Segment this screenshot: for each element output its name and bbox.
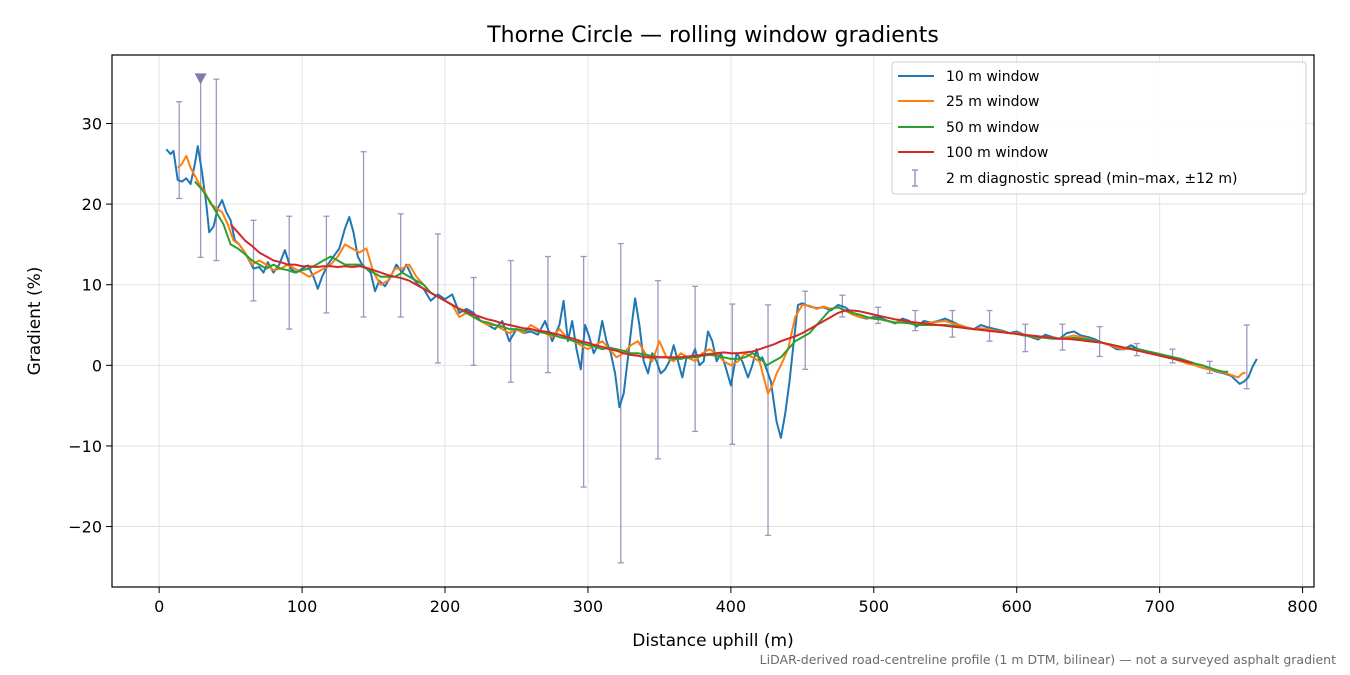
series-line-100-m-window [229, 223, 1193, 364]
legend-label-100m: 100 m window [946, 145, 1048, 161]
error-bar [654, 280, 661, 460]
error-bar [507, 259, 514, 383]
clipped-value-marker [194, 73, 207, 85]
error-bar [397, 213, 404, 318]
error-bar [692, 285, 699, 433]
markers [194, 73, 207, 85]
y-tick-label: 10 [82, 276, 102, 295]
error-bar [360, 151, 367, 318]
legend: 10 m window 25 m window 50 m window 100 … [891, 61, 1307, 195]
y-tick-label: −10 [68, 437, 102, 456]
error-bar [434, 233, 441, 364]
error-bar [580, 255, 587, 488]
y-axis-ticks: −20 −10 0 10 20 30 [68, 115, 112, 537]
x-axis-ticks: 0 100 200 300 400 500 600 700 800 [154, 587, 1318, 616]
x-tick-label: 500 [859, 597, 890, 616]
x-tick-label: 300 [573, 597, 604, 616]
error-bar [470, 276, 477, 366]
error-bar [912, 309, 919, 332]
y-tick-label: −20 [68, 518, 102, 537]
series-line-50-m-window [194, 180, 1229, 373]
x-tick-label: 400 [716, 597, 747, 616]
y-axis-label: Gradient (%) [25, 267, 45, 376]
series-lines [165, 145, 1258, 439]
error-bar [765, 304, 772, 537]
footnote: LiDAR-derived road-centreline profile (1… [760, 652, 1336, 667]
chart-title: Thorne Circle — rolling window gradients [486, 23, 939, 48]
error-bar [323, 215, 330, 314]
legend-box [891, 61, 1307, 195]
y-tick-label: 30 [82, 115, 102, 134]
error-bar [1022, 323, 1029, 353]
y-tick-label: 20 [82, 195, 102, 214]
error-bar [176, 101, 183, 200]
error-bar [544, 255, 551, 374]
error-bar [213, 78, 220, 262]
legend-swatch-error [912, 169, 918, 187]
x-tick-label: 0 [154, 597, 164, 616]
x-tick-label: 600 [1001, 597, 1032, 616]
error-bar [286, 215, 293, 330]
legend-label-50m: 50 m window [946, 120, 1039, 136]
grid-lines [112, 55, 1314, 587]
series-line-25-m-window [177, 154, 1246, 395]
legend-label-25m: 25 m window [946, 94, 1039, 110]
x-axis-label: Distance uphill (m) [632, 631, 793, 651]
x-tick-label: 100 [287, 597, 318, 616]
legend-label-error: 2 m diagnostic spread (min–max, ±12 m) [946, 171, 1237, 187]
y-tick-label: 0 [92, 356, 102, 375]
x-tick-label: 200 [430, 597, 461, 616]
plot-frame [111, 54, 1315, 588]
error-bar [986, 309, 993, 342]
legend-label-10m: 10 m window [946, 69, 1039, 85]
x-tick-label: 800 [1287, 597, 1318, 616]
x-tick-label: 700 [1144, 597, 1175, 616]
